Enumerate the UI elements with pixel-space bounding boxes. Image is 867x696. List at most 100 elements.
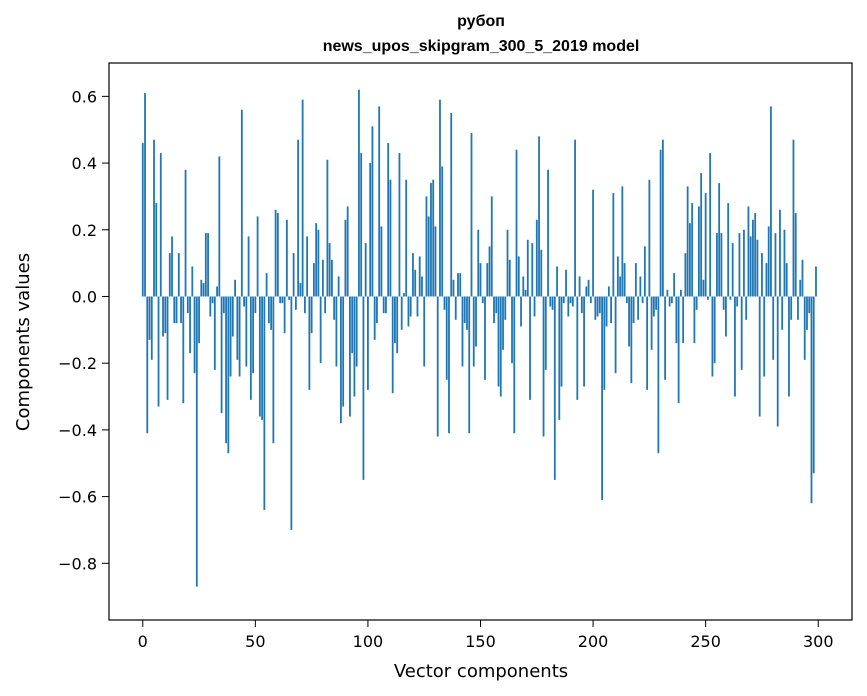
bar-150 — [479, 263, 482, 297]
y-tick-label: 0.0 — [72, 287, 97, 306]
bar-239 — [679, 289, 682, 297]
bar-223 — [643, 246, 646, 297]
bar-47 — [247, 236, 250, 297]
bar-230 — [659, 149, 662, 297]
bar-2 — [146, 296, 149, 434]
bar-256 — [718, 183, 721, 297]
bar-285 — [783, 229, 786, 297]
bar-152 — [484, 296, 486, 380]
bar-78 — [317, 229, 320, 297]
bar-262 — [731, 243, 734, 297]
bar-66 — [290, 296, 293, 530]
bar-132 — [439, 99, 441, 297]
bar-86 — [335, 296, 338, 367]
bar-213 — [621, 186, 624, 297]
y-tick-label: 0.2 — [72, 221, 97, 240]
bar-279 — [770, 106, 772, 297]
bar-185 — [558, 296, 561, 420]
bar-131 — [436, 296, 439, 437]
bar-49 — [252, 296, 254, 374]
bar-124 — [421, 276, 423, 297]
bar-26 — [200, 279, 203, 297]
bar-107 — [382, 296, 385, 314]
bar-191 — [571, 296, 574, 307]
y-tick-label: −0.2 — [58, 354, 97, 373]
bar-222 — [641, 296, 644, 304]
bar-39 — [229, 296, 232, 377]
bar-291 — [797, 296, 799, 320]
bar-160 — [502, 296, 504, 350]
bar-81 — [324, 296, 327, 314]
bar-187 — [562, 296, 565, 304]
bar-154 — [488, 246, 491, 297]
bar-181 — [549, 296, 552, 307]
bar-118 — [407, 296, 410, 327]
bar-258 — [722, 296, 725, 310]
bar-166 — [515, 149, 518, 297]
bar-281 — [774, 233, 777, 297]
bar-37 — [225, 296, 227, 444]
bar-135 — [445, 296, 448, 380]
bar-61 — [279, 296, 282, 304]
bar-280 — [772, 296, 775, 360]
bar-180 — [547, 169, 549, 297]
chart-title-line-2: news_upos_skipgram_300_5_2019 model — [323, 38, 640, 55]
bar-248 — [700, 173, 703, 297]
bar-97 — [360, 153, 363, 297]
bar-38 — [227, 296, 230, 454]
bar-127 — [427, 216, 430, 297]
bar-50 — [254, 296, 257, 314]
bar-36 — [222, 296, 225, 314]
bar-115 — [400, 296, 403, 330]
bars-group — [141, 89, 817, 587]
bar-141 — [459, 273, 462, 297]
bar-189 — [567, 296, 570, 317]
bar-46 — [245, 296, 248, 367]
bar-200 — [592, 189, 594, 297]
bar-96 — [358, 89, 360, 297]
bar-226 — [650, 296, 653, 350]
bar-149 — [477, 229, 480, 297]
bar-295 — [806, 296, 808, 330]
bar-261 — [729, 296, 732, 300]
bar-103 — [373, 296, 376, 340]
x-tick-label: 0 — [138, 632, 148, 651]
bar-106 — [380, 226, 383, 297]
bar-240 — [682, 296, 685, 344]
bar-221 — [639, 276, 642, 297]
bar-296 — [808, 296, 811, 314]
bar-0 — [141, 143, 144, 297]
bar-72 — [303, 296, 306, 314]
y-tick-label: 0.4 — [72, 154, 97, 173]
bar-264 — [736, 296, 739, 307]
bar-197 — [585, 286, 588, 297]
bar-209 — [612, 193, 615, 297]
bar-267 — [743, 229, 745, 297]
bar-283 — [779, 209, 781, 297]
bar-253 — [711, 296, 714, 377]
bar-53 — [261, 296, 263, 420]
bar-95 — [355, 296, 358, 367]
bar-4 — [150, 296, 153, 360]
bar-67 — [292, 253, 295, 297]
bar-148 — [475, 296, 477, 347]
bar-208 — [610, 296, 612, 324]
bar-58 — [272, 296, 275, 444]
bar-260 — [727, 203, 730, 297]
bar-294 — [803, 296, 806, 360]
bar-43 — [238, 296, 241, 377]
bar-113 — [396, 296, 399, 354]
bar-34 — [218, 156, 221, 297]
bar-52 — [258, 296, 261, 417]
bar-11 — [166, 296, 169, 400]
bar-134 — [443, 296, 446, 310]
bar-249 — [702, 279, 705, 297]
bar-77 — [315, 223, 318, 297]
bar-216 — [628, 296, 630, 347]
bar-98 — [362, 296, 365, 480]
bar-44 — [240, 109, 243, 297]
bar-122 — [416, 296, 419, 317]
x-tick-label: 300 — [803, 632, 834, 651]
bar-282 — [776, 296, 779, 427]
bar-218 — [632, 296, 635, 324]
